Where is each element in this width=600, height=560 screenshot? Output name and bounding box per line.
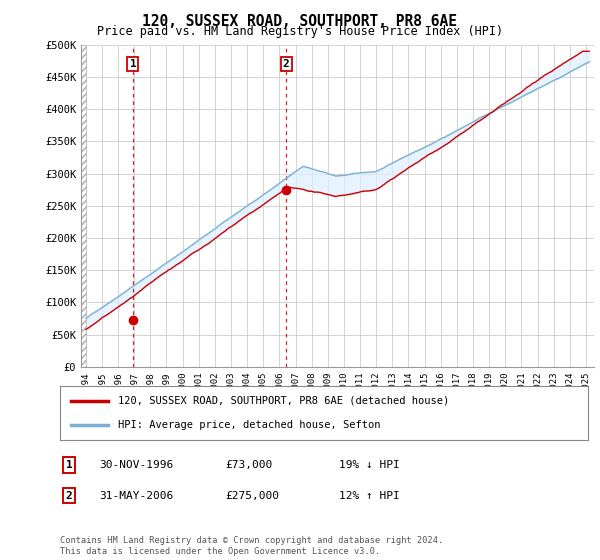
Text: 120, SUSSEX ROAD, SOUTHPORT, PR8 6AE (detached house): 120, SUSSEX ROAD, SOUTHPORT, PR8 6AE (de… bbox=[118, 396, 449, 406]
Text: 19% ↓ HPI: 19% ↓ HPI bbox=[339, 460, 400, 470]
Text: 1: 1 bbox=[65, 460, 73, 470]
Polygon shape bbox=[81, 45, 86, 367]
Text: Contains HM Land Registry data © Crown copyright and database right 2024.
This d: Contains HM Land Registry data © Crown c… bbox=[60, 536, 443, 556]
Text: 2: 2 bbox=[65, 491, 73, 501]
Text: 120, SUSSEX ROAD, SOUTHPORT, PR8 6AE: 120, SUSSEX ROAD, SOUTHPORT, PR8 6AE bbox=[143, 14, 458, 29]
Text: 2: 2 bbox=[283, 59, 290, 69]
Text: 1: 1 bbox=[130, 59, 136, 69]
Text: £73,000: £73,000 bbox=[225, 460, 272, 470]
Text: £275,000: £275,000 bbox=[225, 491, 279, 501]
Text: Price paid vs. HM Land Registry's House Price Index (HPI): Price paid vs. HM Land Registry's House … bbox=[97, 25, 503, 38]
Text: 12% ↑ HPI: 12% ↑ HPI bbox=[339, 491, 400, 501]
Text: HPI: Average price, detached house, Sefton: HPI: Average price, detached house, Seft… bbox=[118, 420, 380, 430]
Text: 31-MAY-2006: 31-MAY-2006 bbox=[99, 491, 173, 501]
Text: 30-NOV-1996: 30-NOV-1996 bbox=[99, 460, 173, 470]
